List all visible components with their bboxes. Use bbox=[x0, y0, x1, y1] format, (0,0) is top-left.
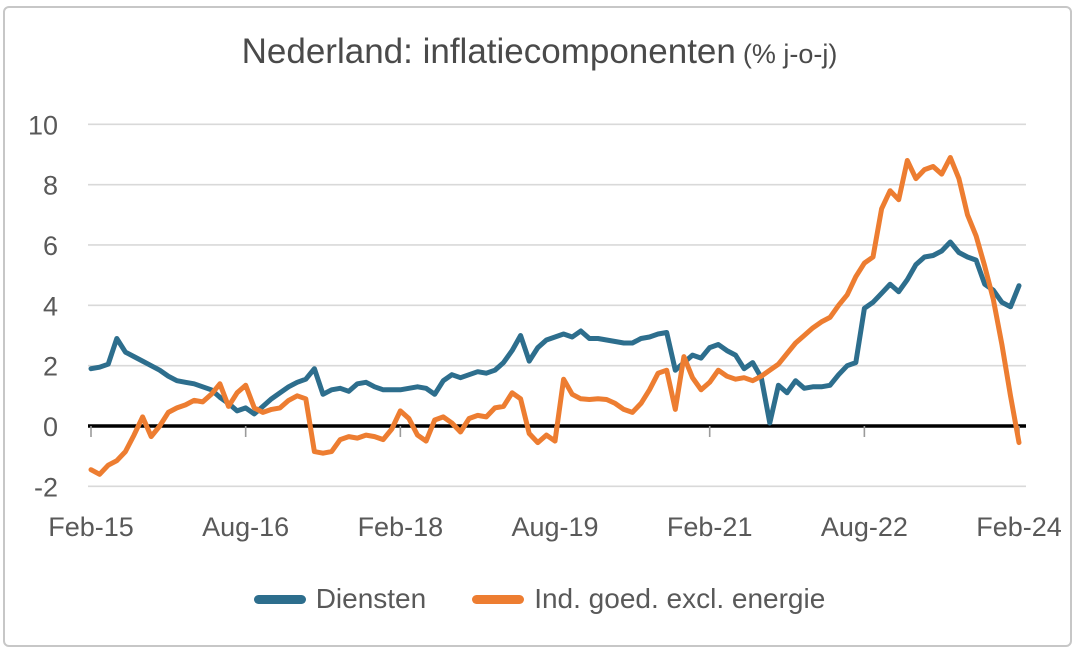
legend: Diensten Ind. goed. excl. energie bbox=[0, 583, 1079, 615]
chart-card bbox=[3, 6, 1072, 647]
chart-title-main: Nederland: inflatiecomponenten bbox=[241, 32, 736, 71]
chart-title: Nederland: inflatiecomponenten (% j-o-j) bbox=[0, 32, 1079, 72]
x-axis-tick-label: Aug-22 bbox=[821, 512, 908, 542]
y-axis-tick-label: 8 bbox=[43, 171, 58, 201]
data-series bbox=[88, 155, 1022, 477]
x-axis-tick-label: Feb-21 bbox=[667, 512, 753, 542]
x-axis-tick-label: Feb-15 bbox=[48, 512, 134, 542]
legend-label-ind-goed: Ind. goed. excl. energie bbox=[534, 583, 826, 614]
axis-labels: 10 8 6 4 2 0 -2 Feb-15 Aug-16 Feb-18 Aug-19 Feb-21 A… bbox=[28, 110, 1062, 542]
diensten-line-swatch-icon bbox=[253, 594, 306, 604]
gridlines bbox=[88, 123, 1026, 488]
chart-title-suffix: (% j-o-j) bbox=[742, 39, 838, 69]
x-axis-tick-label: Feb-18 bbox=[358, 512, 444, 542]
series-line-ind-goed bbox=[88, 155, 1022, 477]
series-line-diensten bbox=[88, 239, 1022, 426]
y-axis-tick-label: 2 bbox=[43, 352, 58, 382]
y-axis-tick-label: 4 bbox=[43, 291, 58, 321]
x-axis-tick-label: Aug-19 bbox=[511, 512, 598, 542]
y-axis-tick-label: 0 bbox=[43, 412, 58, 442]
y-axis-tick-label: 6 bbox=[43, 231, 58, 261]
y-axis-tick-label: 10 bbox=[28, 110, 58, 140]
legend-item-ind-goed: Ind. goed. excl. energie bbox=[472, 583, 825, 615]
legend-label-diensten: Diensten bbox=[315, 583, 427, 614]
x-axis-tick-label: Aug-16 bbox=[202, 512, 289, 542]
legend-item-diensten: Diensten bbox=[253, 583, 427, 615]
x-axis-tick-label: Feb-24 bbox=[976, 512, 1062, 542]
ind-goed-line-swatch-icon bbox=[472, 594, 525, 604]
y-axis-tick-label: -2 bbox=[34, 472, 58, 502]
